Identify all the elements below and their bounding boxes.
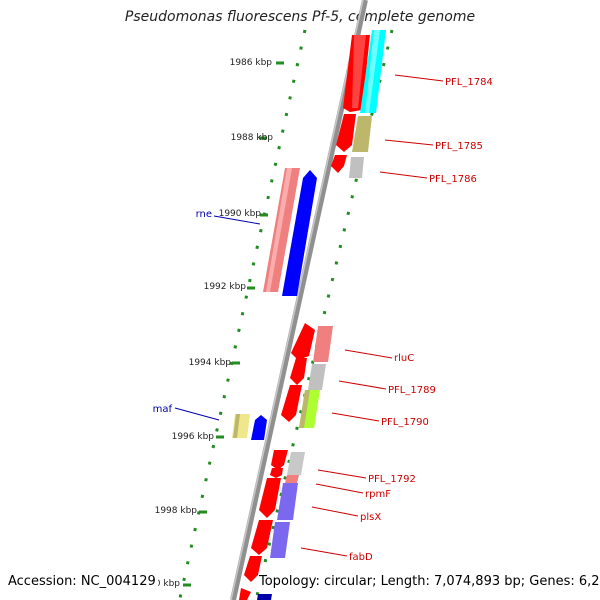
gene-label-pfl-1790[interactable]: PFL_1790 <box>381 417 429 428</box>
ruler-label: 1990 kbp <box>219 209 262 219</box>
gene-box-bottom[interactable] <box>257 594 272 600</box>
ruler-inner-track <box>178 29 307 599</box>
gene-group-middle <box>281 323 333 428</box>
ruler-label: 1988 kbp <box>231 133 274 143</box>
gene-arrow-pfl-1785-cds[interactable] <box>336 114 356 152</box>
gene-arrow-bottom[interactable] <box>239 588 251 600</box>
ruler-label: 1986 kbp <box>230 58 273 68</box>
gene-group-upper <box>331 30 386 178</box>
gene-arrow-pfl-1789-cds[interactable] <box>290 358 307 385</box>
gene-shade <box>299 390 310 428</box>
gene-labels: PFL_1784 PFL_1785 PFL_1786 rne rluC PFL_… <box>153 77 493 563</box>
gene-box-rluc[interactable] <box>313 326 333 362</box>
gene-arrow-rluc-cds[interactable] <box>291 323 315 360</box>
gene-label-pfl-1785[interactable]: PFL_1785 <box>435 141 483 152</box>
gene-label-pfl-1786[interactable]: PFL_1786 <box>429 174 477 185</box>
gene-arrow-fabd-cds[interactable] <box>251 520 273 555</box>
gene-label-pfl-1789[interactable]: PFL_1789 <box>388 385 436 396</box>
gene-arrow-rpmf-cds[interactable] <box>270 468 283 478</box>
gene-label-plsx[interactable]: plsX <box>360 512 381 523</box>
leader-line <box>317 469 367 479</box>
gene-label-maf[interactable]: maf <box>153 404 173 415</box>
gene-arrow-rne[interactable] <box>282 170 317 296</box>
leader-line <box>331 412 380 422</box>
leader-line <box>174 407 220 421</box>
genome-backbone-highlight <box>230 0 364 600</box>
gene-box-pfl-1786[interactable] <box>349 157 364 178</box>
gene-arrow-pfl-1792-cds[interactable] <box>271 450 288 470</box>
gene-label-fabd[interactable]: fabD <box>349 552 373 563</box>
gene-box-plsx[interactable] <box>277 483 298 520</box>
gene-shade <box>233 414 240 438</box>
gene-box-rpmf[interactable] <box>285 475 299 483</box>
gene-box-pfl-1785[interactable] <box>352 116 372 152</box>
genome-backbone <box>230 0 368 600</box>
leader-line <box>379 171 428 179</box>
topology-text: Topology: circular; Length: 7,074,893 bp… <box>259 574 600 589</box>
leader-line <box>300 547 348 557</box>
ruler-label: 1992 kbp <box>204 282 247 292</box>
gene-label-rluc[interactable]: rluC <box>394 353 414 364</box>
gene-label-rne[interactable]: rne <box>196 209 212 220</box>
gene-arrow-next-cds[interactable] <box>244 556 262 582</box>
gene-arrow-pfl-1790-cds[interactable] <box>281 385 302 422</box>
gene-shade <box>266 168 292 292</box>
gene-arrow-pfl-1786-cds[interactable] <box>331 155 347 173</box>
map-title: Pseudomonas fluorescens Pf-5, complete g… <box>124 9 476 25</box>
gene-shade <box>352 35 366 108</box>
gene-arrow-maf[interactable] <box>251 415 267 440</box>
leader-line <box>315 483 364 494</box>
gene-arrow-plsx-cds[interactable] <box>259 478 281 518</box>
leader-line <box>344 349 393 359</box>
gene-label-pfl-1784[interactable]: PFL_1784 <box>445 77 493 88</box>
gene-group-lower <box>239 450 305 600</box>
gene-label-rpmf[interactable]: rpmF <box>365 489 391 500</box>
leader-line <box>394 74 444 82</box>
leader-line <box>338 380 387 390</box>
ruler-label: 2000 kbp <box>138 579 181 589</box>
gene-box-pfl-1792[interactable] <box>287 452 305 475</box>
gene-box-pfl-1789[interactable] <box>308 364 326 390</box>
ruler-ticks: 1986 kbp 1988 kbp 1990 kbp 1992 kbp 1994… <box>138 58 284 589</box>
gene-label-pfl-1792[interactable]: PFL_1792 <box>368 474 416 485</box>
ruler-track <box>178 29 394 600</box>
accession-text: Accession: NC_004129 <box>8 574 158 589</box>
leader-line <box>311 506 359 517</box>
gene-shade <box>365 30 380 113</box>
gene-leader-lines <box>174 74 444 557</box>
gene-group-rne <box>263 168 317 296</box>
leader-line <box>213 215 261 225</box>
gene-group-maf <box>232 414 267 440</box>
ruler-label: 1994 kbp <box>189 358 232 368</box>
ruler-label: 1998 kbp <box>155 506 198 516</box>
leader-line <box>384 139 434 146</box>
gene-box-fabd[interactable] <box>270 522 290 558</box>
ruler-label: 1996 kbp <box>172 432 215 442</box>
